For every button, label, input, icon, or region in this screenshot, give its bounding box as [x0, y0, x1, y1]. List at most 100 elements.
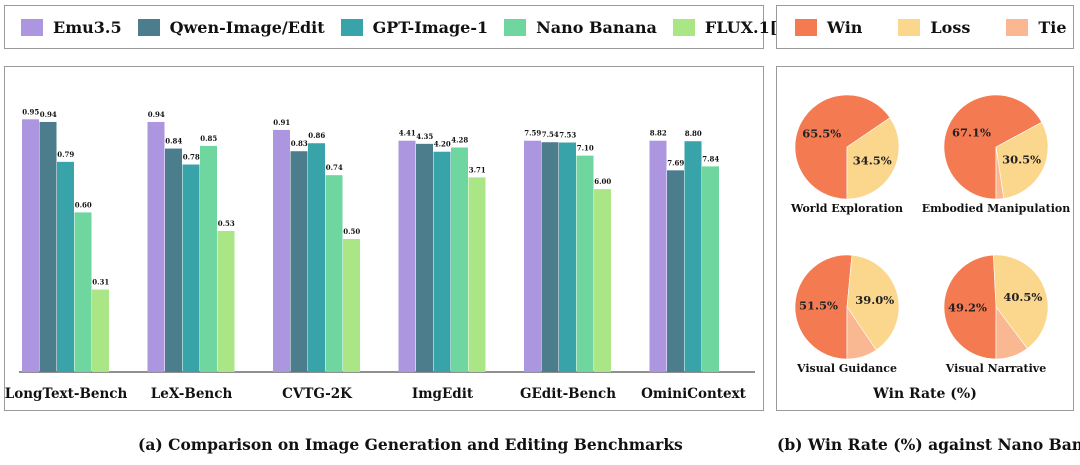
- pie-legend-swatch: [1006, 18, 1029, 36]
- pie-chart-panel: 65.5% 34.5% World Exploration 67.1% 30.5% Emb…: [776, 66, 1074, 411]
- legend-item: Qwen-Image/Edit: [137, 17, 325, 37]
- pie-legend-swatch: [898, 18, 921, 36]
- bar-value-label: 0.91: [273, 118, 290, 127]
- pie-slice: [846, 117, 900, 200]
- bar: [524, 140, 541, 372]
- bar-value-label: 0.53: [218, 219, 235, 228]
- bar: [343, 239, 360, 372]
- pie-slice: [846, 254, 900, 351]
- legend-item: Nano Banana: [504, 18, 657, 37]
- bar-value-label: 7.54: [542, 130, 559, 139]
- pie-slice: [794, 94, 891, 200]
- pie-slice: [794, 254, 853, 360]
- bar: [147, 121, 165, 373]
- bar: [273, 129, 290, 372]
- legend-item: GPT-Image-1: [340, 17, 489, 37]
- bar: [649, 140, 667, 372]
- bar-value-label: 7.10: [577, 144, 594, 153]
- pie-slice-label: 39.0%: [855, 293, 894, 307]
- pie-slice: [995, 306, 1028, 360]
- bar-value-label: 0.94: [40, 110, 57, 119]
- bar-value-label: 4.41: [399, 129, 416, 138]
- legend-left-row: Emu3.5 Qwen-Image/Edit GPT-Image-1 Nano Ban…: [21, 6, 832, 48]
- pie-title: World Exploration: [790, 202, 903, 215]
- legend-label: Emu3.5: [53, 17, 122, 37]
- bar-value-label: 0.60: [75, 200, 92, 209]
- pie: 67.1% 30.5%: [943, 94, 1049, 200]
- bar: [182, 164, 200, 372]
- pie-axis-label: Win Rate (%): [872, 386, 977, 402]
- bar: [541, 142, 559, 372]
- bar-value-label: 0.31: [92, 278, 109, 287]
- bar: [576, 155, 594, 372]
- bar-value-label: 7.53: [559, 131, 576, 140]
- x-tick-label: OminiContext: [641, 386, 747, 402]
- bar: [398, 140, 416, 372]
- bar-chart: 0.95 0.940.790.600.31LongText-Bench0.940.…: [5, 107, 755, 402]
- bar-value-label: 7.59: [524, 129, 541, 138]
- x-tick-label: GEdit-Bench: [520, 386, 616, 402]
- bar: [200, 145, 217, 372]
- bar: [468, 177, 486, 372]
- bar: [308, 143, 325, 372]
- bar-value-label: 8.80: [685, 129, 702, 138]
- bar: [57, 161, 74, 372]
- pie-slice: [995, 146, 1005, 200]
- legend-swatch: [504, 18, 527, 36]
- legend-label: GPT-Image-1: [372, 17, 489, 37]
- x-tick-label: LeX-Bench: [151, 386, 233, 402]
- bar-value-label: 0.85: [200, 134, 217, 143]
- bar: [165, 148, 182, 372]
- bar-value-label: 0.79: [57, 150, 74, 159]
- pie-legend-label: Win: [827, 17, 863, 37]
- legend-right-row: Win Loss Tie: [795, 6, 1080, 48]
- legend-swatch: [672, 18, 695, 36]
- bar-value-label: 7.69: [667, 158, 684, 167]
- bar: [217, 231, 235, 372]
- legend-item: Emu3.5: [21, 18, 122, 37]
- bar-value-label: 0.78: [183, 153, 200, 162]
- pie-slice: [943, 94, 1043, 200]
- bar: [451, 147, 468, 372]
- pie-slice-label: 34.5%: [853, 153, 892, 167]
- bar-value-label: 0.94: [148, 110, 165, 119]
- bar-value-label: 0.95: [22, 107, 39, 116]
- x-tick-label: ImgEdit: [412, 386, 474, 402]
- pie-legend-label: Tie: [1038, 17, 1067, 37]
- bar-value-label: 8.82: [650, 129, 667, 138]
- pie-legend-swatch: [795, 18, 817, 36]
- pie-charts: 65.5% 34.5% World Exploration 67.1% 30.5% Emb…: [790, 94, 1070, 402]
- bar-value-label: 4.28: [451, 136, 468, 145]
- pie-slice-label: 40.5%: [1003, 290, 1042, 304]
- bar-value-label: 3.71: [469, 165, 486, 174]
- bar-value-label: 0.86: [308, 131, 325, 140]
- bar: [559, 142, 576, 372]
- caption-b: (b) Win Rate (%) against Nano Banana: [777, 435, 1080, 454]
- bar-value-label: 6.00: [594, 177, 611, 186]
- legend-label: Nano Banana: [536, 17, 657, 37]
- pie-title: Visual Narrative: [945, 362, 1046, 375]
- pie-legend-item: Loss: [898, 18, 970, 37]
- pie-slice: [993, 254, 1049, 349]
- pie-slice-label: 49.2%: [948, 301, 987, 315]
- legend-right: Win Loss Tie: [776, 5, 1074, 49]
- pie-legend-label: Loss: [930, 17, 971, 37]
- pie: 65.5% 34.5%: [794, 94, 900, 200]
- pie: 51.5% 39.0%: [794, 254, 900, 360]
- legend-swatch: [21, 18, 43, 36]
- pie-slice: [943, 254, 997, 360]
- bar: [416, 143, 433, 372]
- caption-a: (a) Comparison on Image Generation and E…: [138, 435, 683, 454]
- bar-value-label: 0.74: [326, 163, 343, 172]
- bar: [702, 166, 719, 372]
- legend-swatch: [340, 18, 363, 36]
- legend-label: Qwen-Image/Edit: [169, 17, 325, 37]
- pie-slice-label: 65.5%: [802, 127, 841, 141]
- bar: [39, 121, 57, 373]
- bar: [92, 289, 109, 372]
- bar: [667, 170, 684, 372]
- pie-slice: [995, 121, 1049, 199]
- bar: [22, 119, 39, 372]
- pie-slice-label: 30.5%: [1002, 153, 1041, 167]
- pie-legend-item: Win: [795, 18, 862, 37]
